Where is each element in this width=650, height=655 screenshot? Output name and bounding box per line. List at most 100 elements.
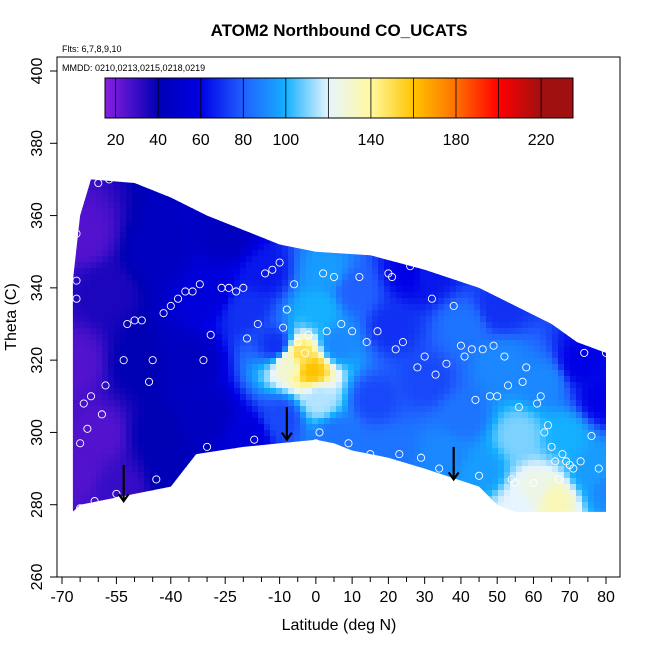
heatmap-cell (114, 466, 121, 473)
heatmap-cell (294, 424, 301, 431)
heatmap-cell (426, 196, 433, 203)
heatmap-cell (192, 412, 199, 419)
heatmap-cell (546, 406, 553, 413)
heatmap-cell (78, 448, 85, 455)
heatmap-cell (102, 340, 109, 347)
heatmap-cell (366, 400, 373, 407)
heatmap-cell (318, 418, 325, 425)
heatmap-cell (348, 334, 355, 341)
heatmap-cell (300, 334, 307, 341)
heatmap-cell (534, 484, 541, 491)
heatmap-cell (390, 184, 397, 191)
heatmap-cell (384, 166, 391, 173)
heatmap-cell (390, 358, 397, 365)
heatmap-cell (360, 322, 367, 329)
heatmap-cell (84, 460, 91, 467)
heatmap-cell (78, 196, 85, 203)
heatmap-cell (162, 502, 169, 509)
heatmap-cell (90, 430, 97, 437)
heatmap-cell (396, 160, 403, 167)
heatmap-cell (102, 328, 109, 335)
heatmap-cell (210, 478, 217, 485)
heatmap-cell (366, 376, 373, 383)
heatmap-cell (270, 430, 277, 437)
heatmap-cell (288, 310, 295, 317)
heatmap-cell (462, 430, 469, 437)
heatmap-cell (90, 196, 97, 203)
heatmap-cell (474, 472, 481, 479)
heatmap-cell (216, 328, 223, 335)
heatmap-cell (462, 370, 469, 377)
heatmap-cell (210, 388, 217, 395)
heatmap-cell (186, 454, 193, 461)
heatmap-cell (270, 376, 277, 383)
heatmap-cell (384, 352, 391, 359)
heatmap-cell (156, 232, 163, 239)
heatmap-cell (144, 226, 151, 233)
heatmap-cell (234, 472, 241, 479)
heatmap-cell (330, 328, 337, 335)
heatmap-cell (528, 244, 535, 251)
heatmap-cell (486, 166, 493, 173)
heatmap-cell (420, 460, 427, 467)
heatmap-cell (354, 424, 361, 431)
heatmap-cell (468, 268, 475, 275)
heatmap-cell (318, 214, 325, 221)
heatmap-cell (522, 334, 529, 341)
heatmap-cell (528, 208, 535, 215)
heatmap-cell (522, 274, 529, 281)
heatmap-cell (336, 358, 343, 365)
heatmap-cell (288, 292, 295, 299)
heatmap-cell (438, 418, 445, 425)
heatmap-cell (150, 268, 157, 275)
heatmap-cell (156, 280, 163, 287)
heatmap-cell (288, 502, 295, 509)
heatmap-cell (444, 406, 451, 413)
heatmap-cell (480, 508, 487, 512)
heatmap-cell (300, 436, 307, 443)
heatmap-cell (156, 376, 163, 383)
heatmap-cell (144, 508, 151, 512)
heatmap-cell (72, 310, 79, 317)
heatmap-cell (108, 442, 115, 449)
heatmap-cell (480, 179, 487, 185)
heatmap-cell (540, 400, 547, 407)
heatmap-cell (222, 232, 229, 239)
heatmap-cell (522, 496, 529, 503)
heatmap-cell (246, 406, 253, 413)
heatmap-cell (384, 172, 391, 179)
heatmap-cell (378, 358, 385, 365)
heatmap-cell (234, 179, 241, 185)
heatmap-cell (174, 202, 181, 209)
heatmap-cell (342, 262, 349, 269)
heatmap-cell (114, 364, 121, 371)
heatmap-cell (384, 328, 391, 335)
heatmap-cell (492, 430, 499, 437)
heatmap-cell (84, 220, 91, 227)
heatmap-cell (504, 179, 511, 185)
heatmap-cell (252, 412, 259, 419)
heatmap-cell (480, 298, 487, 305)
heatmap-cell (384, 298, 391, 305)
heatmap-cell (252, 286, 259, 293)
heatmap-cell (108, 382, 115, 389)
heatmap-cell (252, 310, 259, 317)
heatmap-cell (342, 514, 349, 521)
heatmap-cell (420, 208, 427, 215)
heatmap-cell (276, 166, 283, 173)
heatmap-cell (234, 328, 241, 335)
heatmap-cell (198, 256, 205, 263)
heatmap-cell (570, 238, 577, 245)
heatmap-cell (114, 226, 121, 233)
heatmap-cell (72, 496, 79, 503)
heatmap-cell (486, 286, 493, 293)
heatmap-cell (366, 484, 373, 491)
heatmap-cell (546, 382, 553, 389)
heatmap-cell (300, 208, 307, 215)
heatmap-cell (186, 256, 193, 263)
heatmap-cell (438, 412, 445, 419)
heatmap-cell (438, 322, 445, 329)
heatmap-cell (198, 292, 205, 299)
heatmap-cell (516, 316, 523, 323)
heatmap-cell (198, 424, 205, 431)
